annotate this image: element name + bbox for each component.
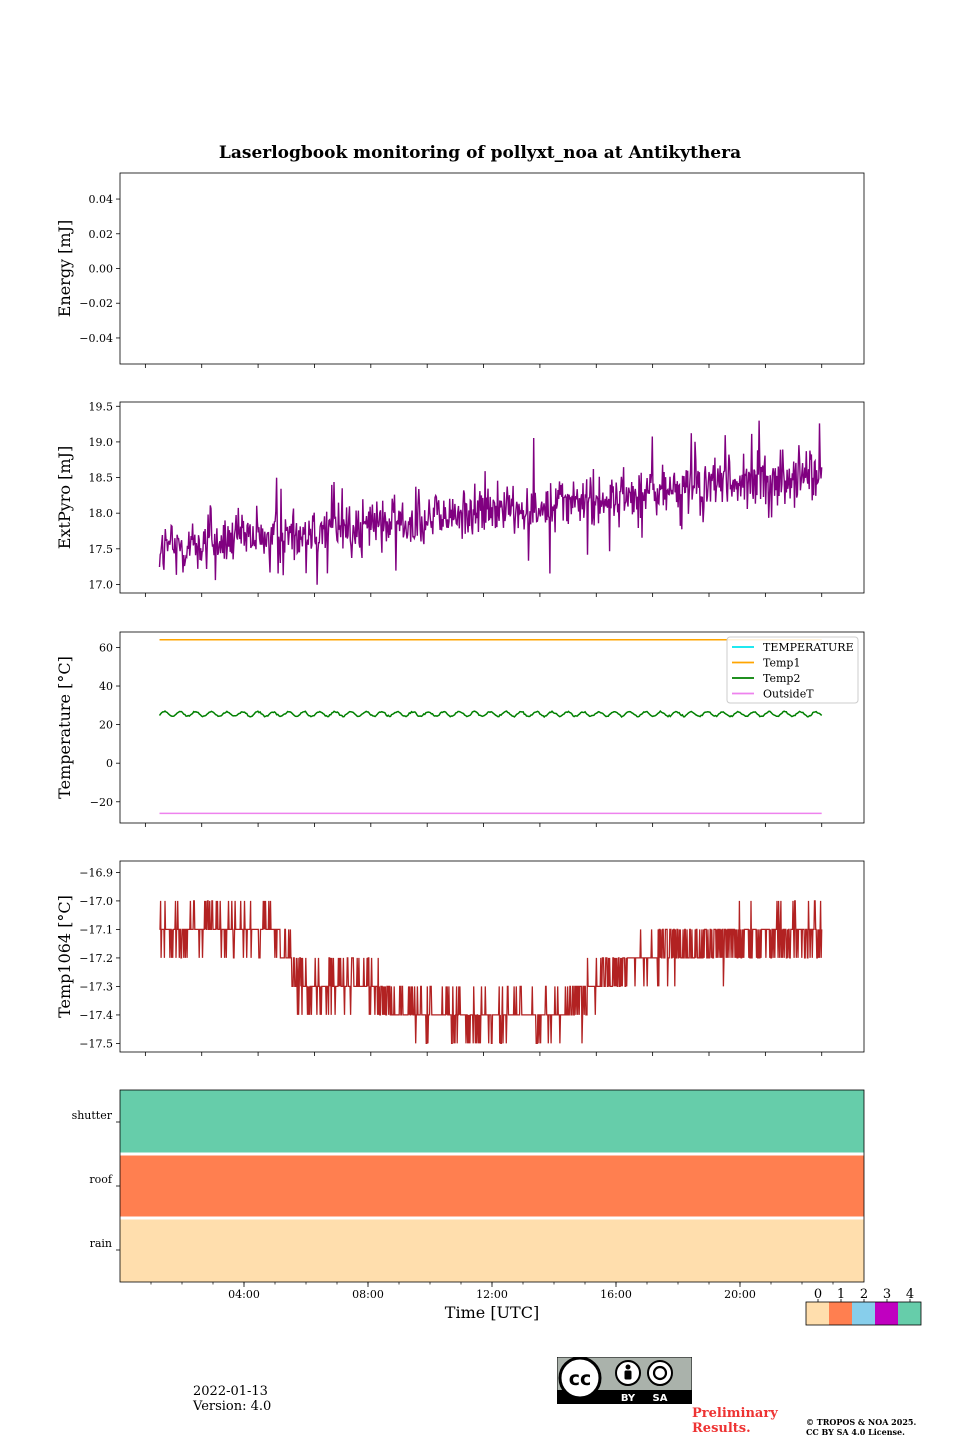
legend: TEMPERATURE Temp1 Temp2 OutsideT [726, 636, 859, 704]
status-row-label: roof [89, 1173, 113, 1186]
status-row-rain [120, 1218, 864, 1282]
legend-label: Temp2 [763, 672, 800, 685]
footer-info: 2022-01-13 Version: 4.0 [193, 1384, 271, 1414]
footer-date: 2022-01-13 [193, 1384, 268, 1399]
axes-frame [119, 401, 865, 594]
legend-label: Temp1 [763, 657, 800, 670]
y-tick-label: 18.5 [89, 472, 114, 485]
x-tick-label: 04:00 [228, 1288, 260, 1301]
cc-by-label: BY [621, 1393, 636, 1404]
y-tick-label: 17.5 [89, 543, 114, 556]
x-tick-label: 16:00 [600, 1288, 632, 1301]
y-tick-label: 19.0 [89, 436, 114, 449]
status-row-label: shutter [72, 1109, 113, 1122]
colorbar-label: 3 [883, 1287, 891, 1302]
temp1064-panel: −16.9 −17.0 −17.1 −17.2 −17.3 −17.4 −17.5 Temp1… [55, 860, 865, 1056]
y-tick-label: −16.9 [79, 866, 113, 879]
x-tick-label: 20:00 [724, 1288, 756, 1301]
temperature-panel: 60 40 20 0 −20 Temperature [°C] TEMPERATURE Tem… [55, 631, 865, 827]
y-tick-label: 0.02 [89, 228, 114, 241]
x-axis-label: Time [UTC] [445, 1303, 539, 1322]
status-row-roof [120, 1154, 864, 1218]
copyright-line1: © TROPOS & NOA 2025. [806, 1417, 917, 1427]
y-tick-label: 60 [99, 641, 113, 654]
series-line-temp2 [158, 709, 823, 719]
preliminary-line2: Results. [692, 1421, 751, 1436]
axes-frame [119, 631, 865, 824]
y-tick-label: 0 [106, 757, 113, 770]
copyright-line2: CC BY SA 4.0 License. [806, 1427, 905, 1437]
y-axis-label: Temperature [°C] [55, 656, 74, 799]
axes-frame [119, 860, 865, 1053]
legend-label: OutsideT [763, 688, 814, 701]
y-axis-label: Energy [mJ] [55, 220, 74, 318]
colorbar-swatch [806, 1302, 829, 1325]
footer-version: Version: 4.0 [193, 1399, 272, 1414]
colorbar-swatch [852, 1302, 875, 1325]
colorbar-swatch [898, 1302, 921, 1325]
colorbar-swatch [829, 1302, 852, 1325]
y-tick-label: −20 [90, 796, 113, 809]
status-row-label: rain [90, 1237, 112, 1250]
axes-frame [119, 1089, 865, 1283]
y-tick-label: 19.5 [89, 400, 114, 413]
copyright-note: © TROPOS & NOA 2025. CC BY SA 4.0 Licens… [806, 1417, 916, 1437]
preliminary-line1: Preliminary [692, 1406, 778, 1421]
y-tick-label: 0.00 [89, 263, 114, 276]
y-tick-label: −17.4 [79, 1009, 113, 1022]
colorbar-label: 4 [906, 1287, 914, 1302]
temp1064-series-line [159, 900, 823, 1045]
y-tick-label: −0.04 [79, 332, 113, 345]
y-tick-label: −17.5 [79, 1037, 113, 1050]
y-tick-label: 40 [99, 680, 113, 693]
svg-text:cc: cc [569, 1368, 592, 1390]
colorbar-label: 1 [837, 1287, 845, 1302]
colorbar-label: 2 [860, 1287, 868, 1302]
colorbar-frame [805, 1301, 922, 1326]
cc-sa-label: SA [653, 1393, 668, 1404]
y-tick-label: −17.0 [79, 895, 113, 908]
y-tick-label: 0.04 [89, 193, 114, 206]
x-tick-label: 08:00 [352, 1288, 384, 1301]
y-tick-label: −17.2 [79, 952, 113, 965]
cc-license-logo: cc BY SA [557, 1357, 692, 1404]
y-tick-label: 17.0 [89, 578, 114, 591]
chart-title: Laserlogbook monitoring of pollyxt_noa a… [219, 143, 741, 163]
axes-frame [119, 172, 865, 365]
y-tick-label: 18.0 [89, 507, 114, 520]
colorbar-label: 0 [814, 1287, 822, 1302]
x-tick-label: 12:00 [476, 1288, 508, 1301]
legend-box [726, 636, 859, 704]
sa-icon [647, 1360, 673, 1386]
status-panel: shutter roof rain 04:00 08:00 12:00 16:00 20:00… [72, 1089, 865, 1322]
legend-label: TEMPERATURE [763, 641, 854, 654]
y-tick-label: 20 [99, 719, 113, 732]
y-tick-label: −17.1 [79, 923, 113, 936]
extpyro-panel: 19.5 19.0 18.5 18.0 17.5 17.0 ExtPyro [mJ] [55, 400, 865, 597]
y-axis-label: Temp1064 [°C] [55, 895, 74, 1018]
extpyro-series-line [158, 420, 823, 585]
y-axis-label: ExtPyro [mJ] [55, 446, 74, 549]
energy-panel: 0.04 0.02 0.00 −0.02 −0.04 Energy [mJ] [55, 172, 865, 368]
y-tick-label: −0.02 [79, 297, 113, 310]
preliminary-note: Preliminary Results. [692, 1406, 778, 1436]
colorbar-swatch [875, 1302, 898, 1325]
status-row-shutter [120, 1090, 864, 1154]
y-tick-label: −17.3 [79, 980, 113, 993]
